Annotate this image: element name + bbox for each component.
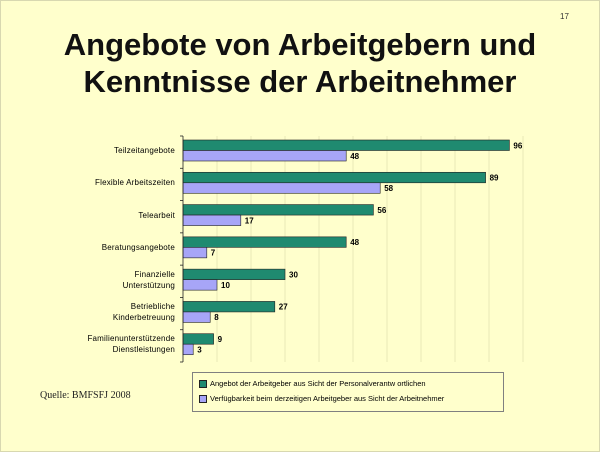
- slide-title: Angebote von Arbeitgebern und Kenntnisse…: [0, 26, 600, 100]
- page-number: 17: [560, 12, 569, 21]
- category-label-line: Unterstützung: [122, 280, 175, 290]
- data-label: 9: [218, 335, 223, 344]
- legend-item-series-1: Angebot der Arbeitgeber aus Sicht der Pe…: [199, 379, 426, 389]
- source-note: Quelle: BMFSFJ 2008: [40, 390, 131, 401]
- bar-series-2: [182, 150, 347, 162]
- category-label-line: Betriebliche: [130, 301, 175, 311]
- data-label: 8: [214, 313, 219, 322]
- category-label-line: Dienstleistungen: [112, 345, 175, 355]
- category-label-line: Flexible Arbeitszeiten: [95, 178, 175, 188]
- bar-series-1: [182, 333, 214, 345]
- bar-series-1: [182, 301, 276, 313]
- legend-item-series-2: Verfügbarkeit beim derzeitigen Arbeitgeb…: [199, 394, 445, 404]
- data-label: 3: [197, 346, 202, 355]
- bar-series-2: [182, 182, 381, 194]
- data-label: 27: [279, 303, 288, 312]
- category-label-line: Kinderbetreuung: [112, 312, 175, 322]
- bar-series-2: [182, 279, 218, 291]
- category-label: Telearbeit: [5, 210, 175, 221]
- bar-series-1: [182, 204, 374, 216]
- data-label: 56: [377, 206, 386, 215]
- slide-title-line-1: Angebote von Arbeitgebern und: [63, 27, 537, 62]
- category-label: Betriebliche Kinderbetreuung: [5, 301, 175, 323]
- bar-series-2: [182, 311, 211, 323]
- data-label: 10: [221, 281, 230, 290]
- legend-swatch-series-1: [199, 380, 207, 389]
- data-label: 96: [513, 141, 522, 150]
- category-label-line: Beratungsangebote: [101, 242, 175, 252]
- bar-series-1: [182, 236, 347, 248]
- category-label: Flexible Arbeitszeiten: [5, 177, 175, 188]
- data-label: 7: [211, 249, 216, 258]
- data-label: 58: [384, 184, 393, 193]
- bar-series-2: [182, 247, 208, 259]
- category-label-line: Finanzielle: [134, 269, 175, 279]
- data-label: 30: [289, 270, 298, 279]
- bar-series-2: [182, 343, 194, 356]
- category-label: Familienunterstützende Dienstleistungen: [5, 333, 175, 355]
- bar-series-2: [182, 214, 242, 226]
- slide-title-line-2: Kenntnisse der Arbeitnehmer: [83, 64, 517, 99]
- data-label: 48: [350, 152, 359, 161]
- category-label-line: Telearbeit: [138, 210, 175, 220]
- legend-swatch-series-2: [199, 395, 207, 404]
- chart-legend: Angebot der Arbeitgeber aus Sicht der Pe…: [192, 372, 504, 412]
- category-label: Beratungsangebote: [5, 242, 175, 253]
- data-label: 17: [245, 216, 254, 225]
- bar-series-1: [182, 139, 510, 151]
- category-label: Teilzeitangebote: [5, 145, 175, 156]
- category-label: Finanzielle Unterstützung: [5, 269, 175, 291]
- legend-label-series-2: Verfügbarkeit beim derzeitigen Arbeitgeb…: [210, 394, 445, 403]
- data-label: 48: [350, 238, 359, 247]
- legend-label-series-1: Angebot der Arbeitgeber aus Sicht der Pe…: [210, 379, 426, 388]
- category-label-line: Familienunterstützende: [87, 334, 175, 344]
- bar-series-1: [182, 268, 286, 280]
- bar-series-1: [182, 171, 486, 184]
- category-label-line: Teilzeitangebote: [113, 146, 175, 155]
- data-label: 89: [490, 174, 499, 183]
